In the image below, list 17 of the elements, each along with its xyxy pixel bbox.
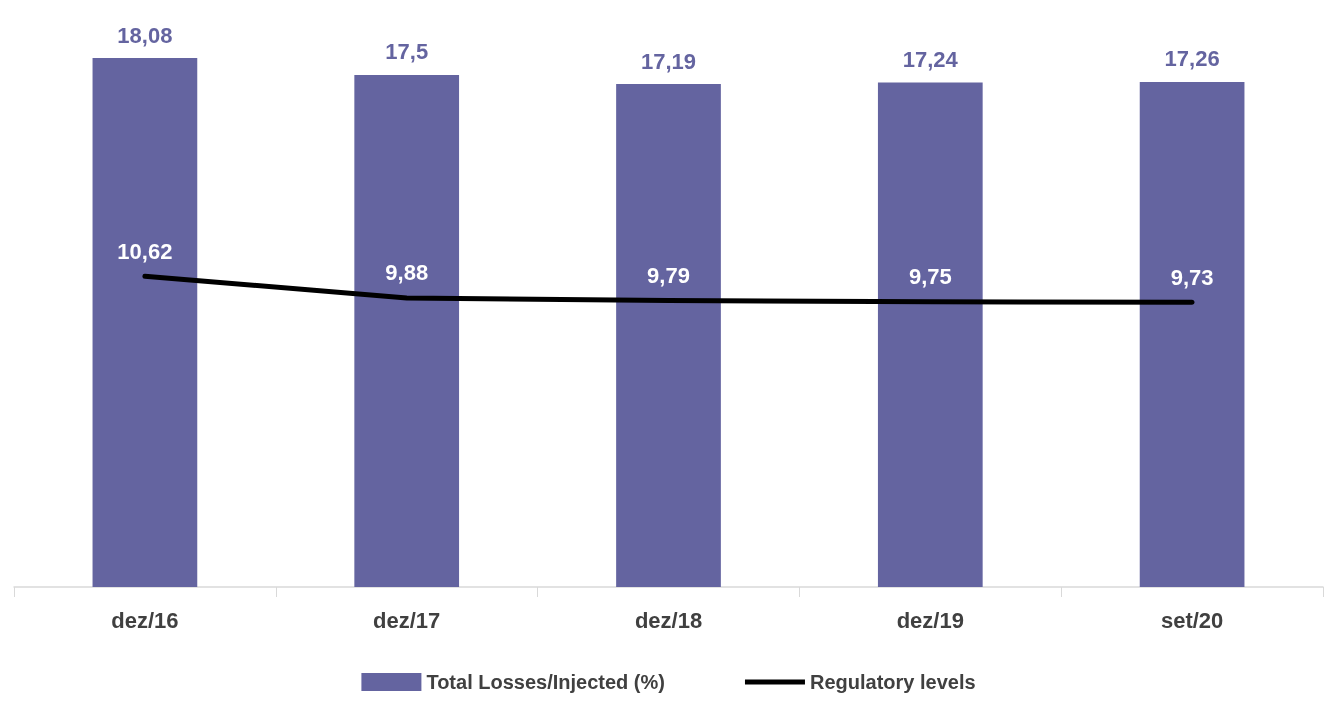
data-label: 10,62 bbox=[117, 238, 173, 264]
data-label: 17,26 bbox=[1164, 46, 1220, 72]
data-label: 17,5 bbox=[385, 39, 429, 65]
x-tick-label: dez/17 bbox=[373, 607, 441, 633]
legend-label: Total Losses/Injected (%) bbox=[426, 671, 665, 693]
data-label: 9,79 bbox=[647, 263, 690, 289]
x-tick-label: set/20 bbox=[1160, 607, 1224, 633]
x-tick-label: dez/16 bbox=[111, 607, 179, 633]
data-label: 17,24 bbox=[902, 47, 959, 73]
x-tick-label: dez/18 bbox=[634, 607, 703, 633]
data-label: 17,19 bbox=[640, 48, 697, 74]
x-tick-label: dez/19 bbox=[896, 607, 964, 633]
data-label: 9,73 bbox=[1170, 264, 1214, 290]
data-label: 9,75 bbox=[908, 264, 952, 290]
data-label: 18,08 bbox=[117, 22, 173, 48]
data-label: 9,88 bbox=[385, 260, 429, 286]
legend-label: Regulatory levels bbox=[809, 671, 976, 693]
